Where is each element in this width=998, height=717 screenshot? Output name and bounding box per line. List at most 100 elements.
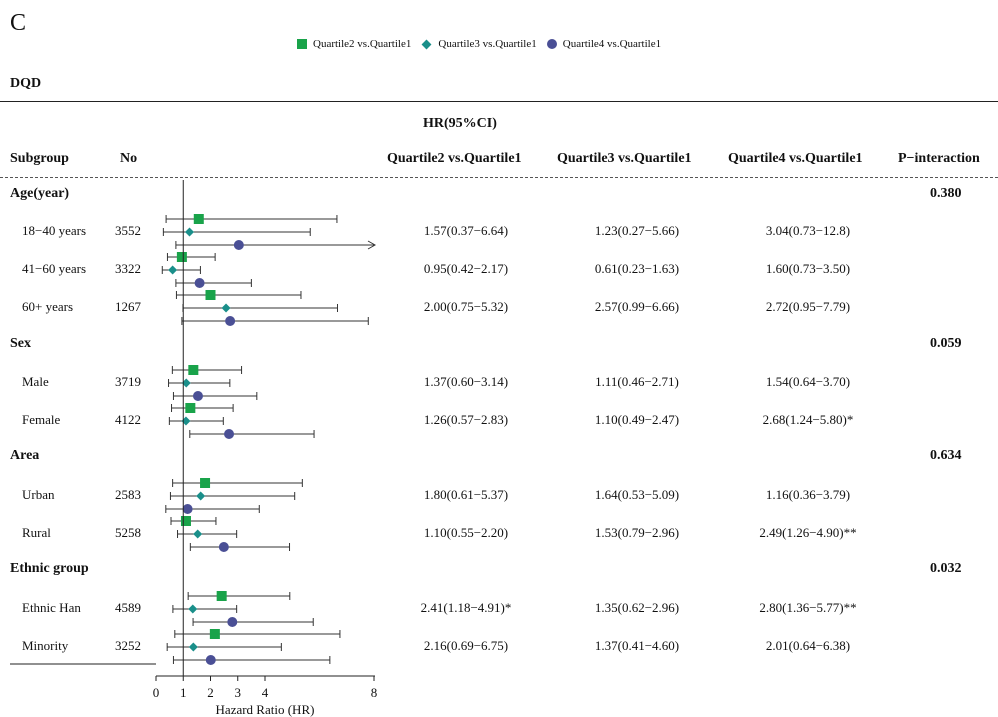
hr-ci-text: 2.80(1.36−5.77)** <box>759 600 857 615</box>
col-header-q4: Quartile4 vs.Quartile1 <box>728 151 863 166</box>
hr-ci-text: 1.37(0.41−4.60) <box>594 638 680 653</box>
hr-ci-text: 1.57(0.37−6.64) <box>423 223 509 238</box>
hr-ci-text: 2.01(0.64−6.38) <box>765 638 851 653</box>
row-count: 2583 <box>115 487 141 502</box>
header-dashed-rule <box>0 177 998 178</box>
hr-ci-text: 1.64(0.53−5.09) <box>594 487 680 502</box>
row-count: 3719 <box>115 374 141 389</box>
col-header-q3: Quartile3 vs.Quartile1 <box>557 151 692 166</box>
point-q2-square <box>193 214 204 224</box>
point-q3-diamond <box>221 303 231 313</box>
legend-circle-marker <box>546 39 557 49</box>
hr-ci-text: 1.60(0.73−3.50) <box>765 261 851 276</box>
legend-label-q2: Quartile2 vs.Quartile1 <box>313 38 412 50</box>
hr-header: HR(95%CI) <box>423 116 497 131</box>
group-title: Ethnic group <box>10 561 89 576</box>
legend-label-q4: Quartile4 vs.Quartile1 <box>562 38 662 50</box>
row-label: Male <box>22 374 49 389</box>
row-count: 5258 <box>115 525 141 540</box>
col-header-p-interaction: P−interaction <box>898 151 980 166</box>
row-label: Female <box>22 412 61 427</box>
p-interaction-value: 0.634 <box>930 448 962 463</box>
hr-ci-text: 2.68(1.24−5.80)* <box>762 412 854 427</box>
point-q4-circle <box>192 391 203 401</box>
point-q2-square <box>216 591 227 601</box>
group-title: Sex <box>10 336 31 351</box>
point-q3-diamond <box>188 604 198 614</box>
x-tick-label: 1 <box>180 685 187 700</box>
hr-ci-text: 1.54(0.64−3.70) <box>765 374 851 389</box>
x-tick-label: 8 <box>371 685 378 700</box>
point-q3-diamond <box>196 491 206 501</box>
legend: Quartile2 vs.Quartile1 Quartile3 vs.Quar… <box>297 38 661 50</box>
x-axis-label: Hazard Ratio (HR) <box>216 702 315 717</box>
point-q4-circle <box>218 542 229 552</box>
col-header-no: No <box>120 151 138 166</box>
hr-ci-text: 0.61(0.23−1.63) <box>594 261 680 276</box>
hr-ci-text: 1.26(0.57−2.83) <box>423 412 509 427</box>
hr-ci-text: 1.80(0.61−5.37) <box>423 487 509 502</box>
point-q2-square <box>205 290 216 300</box>
point-q4-circle <box>225 316 236 326</box>
ci-arrow <box>367 240 377 250</box>
point-q2-square <box>180 516 191 526</box>
x-tick-label: 2 <box>207 685 214 700</box>
hr-ci-text: 2.16(0.69−6.75) <box>423 638 509 653</box>
point-q2-square <box>185 403 196 413</box>
hr-ci-text: 2.72(0.95−7.79) <box>765 299 851 314</box>
x-tick-label: 3 <box>235 685 242 700</box>
point-q2-square <box>209 629 220 639</box>
col-header-q2: Quartile2 vs.Quartile1 <box>387 151 522 166</box>
legend-label-q3: Quartile3 vs.Quartile1 <box>438 38 537 50</box>
row-label: 60+ years <box>22 299 74 314</box>
row-label: 18−40 years <box>22 223 87 238</box>
x-tick-label: 4 <box>262 685 269 700</box>
point-q4-circle <box>227 617 238 627</box>
point-q3-diamond <box>181 378 191 388</box>
row-count: 3552 <box>115 223 141 238</box>
row-label: 41−60 years <box>22 261 87 276</box>
row-count: 4122 <box>115 412 141 427</box>
hr-ci-text: 2.00(0.75−5.32) <box>423 299 509 314</box>
hr-ci-text: 1.23(0.27−5.66) <box>594 223 680 238</box>
row-count: 3322 <box>115 261 141 276</box>
panel-label: C <box>10 10 27 36</box>
hr-ci-text: 2.41(1.18−4.91)* <box>420 600 512 615</box>
point-q4-circle <box>205 655 216 665</box>
point-q3-diamond <box>185 227 195 237</box>
p-interaction-value: 0.032 <box>930 561 962 576</box>
group-title: Area <box>10 448 40 463</box>
point-q4-circle <box>182 504 193 514</box>
hr-ci-text: 0.95(0.42−2.17) <box>423 261 509 276</box>
point-q3-diamond <box>193 529 203 539</box>
row-count: 3252 <box>115 638 141 653</box>
p-interaction-value: 0.059 <box>930 336 962 351</box>
hr-ci-text: 1.11(0.46−2.71) <box>595 374 679 389</box>
hr-ci-text: 1.16(0.36−3.79) <box>765 487 851 502</box>
point-q4-circle <box>194 278 205 288</box>
group-title: Age(year) <box>10 186 70 201</box>
legend-item-q3: Quartile3 vs.Quartile1 <box>421 38 537 50</box>
row-count: 4589 <box>115 600 141 615</box>
col-header-subgroup: Subgroup <box>10 151 69 166</box>
point-q2-square <box>176 252 187 262</box>
point-q2-square <box>188 365 199 375</box>
row-count: 1267 <box>115 299 141 314</box>
hr-ci-text: 2.57(0.99−6.66) <box>594 299 680 314</box>
row-label: Rural <box>22 525 51 540</box>
hr-ci-text: 1.35(0.62−2.96) <box>594 600 680 615</box>
point-q3-diamond <box>188 642 198 652</box>
p-interaction-value: 0.380 <box>930 186 962 201</box>
legend-item-q2: Quartile2 vs.Quartile1 <box>297 38 411 50</box>
hr-ci-text: 1.10(0.55−2.20) <box>423 525 509 540</box>
point-q2-square <box>200 478 211 488</box>
row-label: Minority <box>22 638 69 653</box>
top-rule <box>0 101 998 102</box>
hr-ci-text: 1.37(0.60−3.14) <box>423 374 509 389</box>
legend-square-marker <box>297 39 307 49</box>
hr-ci-text: 1.10(0.49−2.47) <box>594 412 680 427</box>
point-q4-circle <box>233 240 244 250</box>
legend-item-q4: Quartile4 vs.Quartile1 <box>546 38 662 50</box>
row-label: Ethnic Han <box>22 600 81 615</box>
